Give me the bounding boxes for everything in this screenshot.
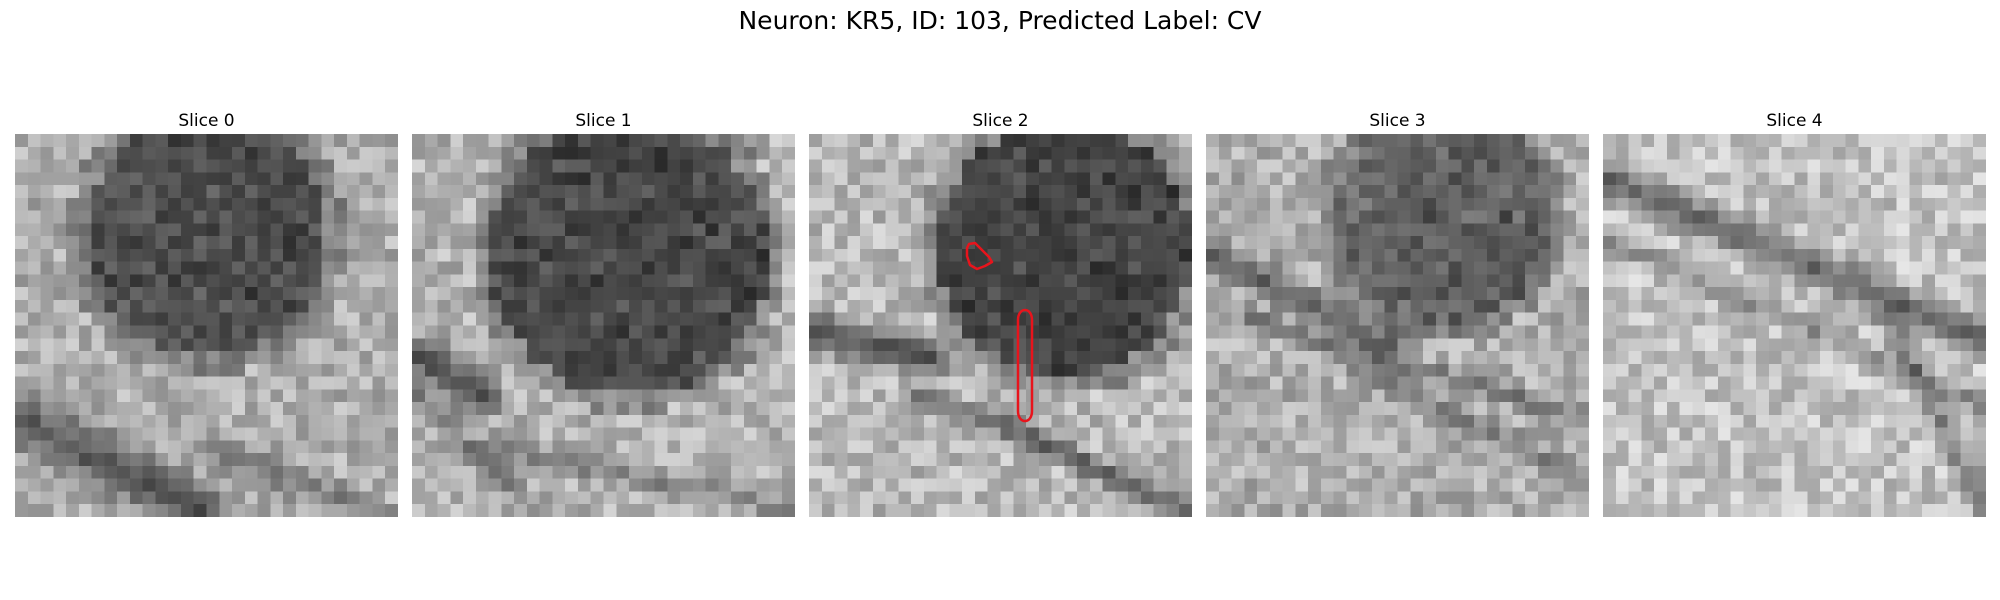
slice-title: Slice 4 <box>1766 111 1823 131</box>
slice-title: Slice 0 <box>178 111 235 131</box>
slice-image <box>15 134 398 517</box>
slice-panel-4: Slice 4 <box>1603 108 1986 517</box>
slice-image <box>1603 134 1986 517</box>
contour-small-blob <box>965 241 994 271</box>
slice-title: Slice 2 <box>972 111 1029 131</box>
slice-image <box>412 134 795 517</box>
slice-panel-2: Slice 2 <box>809 108 1192 517</box>
slice-panel-1: Slice 1 <box>412 108 795 517</box>
slice-image <box>809 134 1192 517</box>
slice-panel-3: Slice 3 <box>1206 108 1589 517</box>
contour-overlay <box>965 241 1034 423</box>
slice-title: Slice 1 <box>575 111 632 131</box>
slice-panel-0: Slice 0 <box>15 108 398 517</box>
slice-image <box>1206 134 1589 517</box>
contour-elongated <box>1016 308 1034 423</box>
figure-title: Neuron: KR5, ID: 103, Predicted Label: C… <box>738 6 1262 35</box>
slice-title: Slice 3 <box>1369 111 1426 131</box>
